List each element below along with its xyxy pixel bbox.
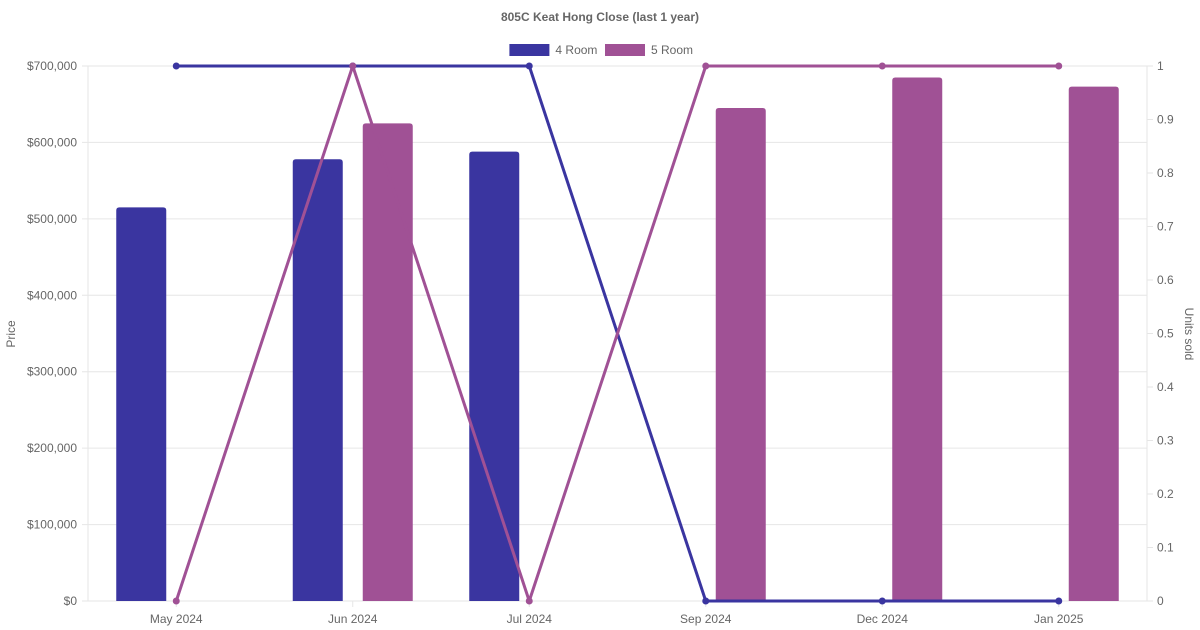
y-left-tick-label: $200,000 <box>27 441 77 455</box>
y-left-tick-label: $500,000 <box>27 212 77 226</box>
y-right-tick-label: 0 <box>1157 594 1164 608</box>
legend-label: 4 Room <box>555 43 597 57</box>
bar-5-room[interactable] <box>362 123 413 602</box>
y-left-tick-label: $0 <box>64 594 78 608</box>
x-tick-label: Jun 2024 <box>328 612 378 626</box>
y-right-tick-label: 0.2 <box>1157 487 1174 501</box>
x-tick-label: Jan 2025 <box>1034 612 1084 626</box>
y-right-tick-label: 0.9 <box>1157 113 1174 127</box>
legend-swatch <box>509 44 550 56</box>
y-right-tick-label: 0.3 <box>1157 434 1174 448</box>
y-right-tick-label: 0.7 <box>1157 220 1174 234</box>
y-right-tick-label: 0.1 <box>1157 541 1174 555</box>
y-left-tick-label: $700,000 <box>27 59 77 73</box>
y-right-tick-label: 0.5 <box>1157 327 1174 341</box>
lines <box>172 62 1063 605</box>
y-left-tick-label: $300,000 <box>27 365 77 379</box>
bar-5-room[interactable] <box>715 108 766 602</box>
line-5-room-point[interactable] <box>349 62 357 70</box>
x-tick-label: Jul 2024 <box>507 612 553 626</box>
legend-item-5-room[interactable]: 5 Room <box>605 43 693 57</box>
line-4-room-point[interactable] <box>172 62 180 70</box>
y-left-tick-label: $100,000 <box>27 518 77 532</box>
bar-4-room[interactable] <box>292 159 343 601</box>
y-right-tick-label: 0.6 <box>1157 273 1174 287</box>
y-right-tick-label: 0.8 <box>1157 166 1174 180</box>
y-axis-right-title: Units sold <box>1182 308 1196 361</box>
y-left-tick-label: $600,000 <box>27 135 77 149</box>
bars <box>116 77 1119 602</box>
line-5-room-point[interactable] <box>1055 62 1063 70</box>
x-tick-label: Dec 2024 <box>857 612 909 626</box>
line-4-room-point[interactable] <box>878 597 886 605</box>
legend-swatch <box>605 44 645 56</box>
bar-4-room[interactable] <box>469 151 520 601</box>
x-axis-ticks: May 2024 Jun 2024 Jul 2024 Sep 2024 Dec 2024… <box>150 612 1084 626</box>
x-tick-label: May 2024 <box>150 612 203 626</box>
line-5-room-point[interactable] <box>702 62 710 70</box>
line-4-room-point[interactable] <box>1055 597 1063 605</box>
gridlines <box>82 65 1153 607</box>
line-5-room-point[interactable] <box>525 597 533 605</box>
y-axis-left-title: Price <box>4 320 18 348</box>
line-5-room-point[interactable] <box>878 62 886 70</box>
line-4-room-point[interactable] <box>702 597 710 605</box>
y-left-tick-label: $400,000 <box>27 288 77 302</box>
y-right-tick-label: 0.4 <box>1157 380 1174 394</box>
line-5-room-point[interactable] <box>172 597 180 605</box>
bar-5-room[interactable] <box>892 77 943 601</box>
right-axis-ticks: 0 0.1 0.2 0.3 0.4 0.5 0.6 0.7 0.8 0.9 1 <box>1157 59 1174 608</box>
bar-4-room[interactable] <box>116 207 167 601</box>
legend[interactable]: 4 Room 5 Room <box>509 43 693 57</box>
x-tick-label: Sep 2024 <box>680 612 732 626</box>
legend-label: 5 Room <box>651 43 693 57</box>
legend-item-4-room[interactable]: 4 Room <box>509 43 597 57</box>
line-5-room <box>174 64 1059 603</box>
line-4-room-point[interactable] <box>525 62 533 70</box>
y-right-tick-label: 1 <box>1157 59 1164 73</box>
left-axis-ticks: $0 $100,000 $200,000 $300,000 $400,000 $500,0… <box>27 59 77 608</box>
chart-title: 805C Keat Hong Close (last 1 year) <box>501 10 699 24</box>
bar-5-room[interactable] <box>1068 86 1119 601</box>
